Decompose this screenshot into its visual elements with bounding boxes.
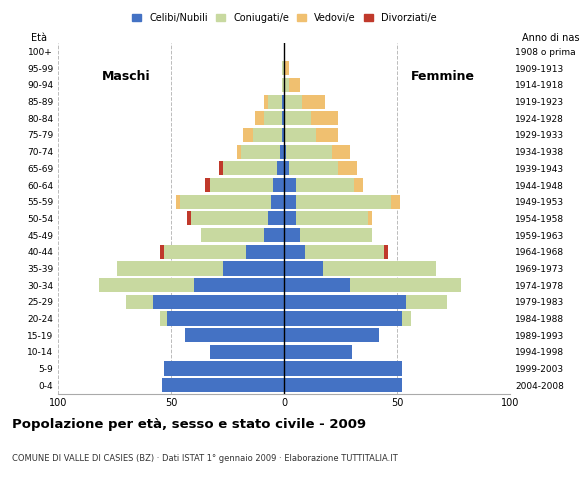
Bar [194, 278, 284, 292]
Bar [209, 345, 284, 359]
Bar [350, 278, 461, 292]
Bar [289, 78, 300, 92]
Bar [284, 128, 316, 142]
Bar [244, 128, 252, 142]
Bar [284, 278, 350, 292]
Bar [284, 228, 300, 242]
Bar [300, 228, 372, 242]
Bar [264, 228, 284, 242]
Bar [289, 161, 339, 175]
Bar [284, 61, 289, 75]
Bar [284, 111, 311, 125]
Bar [402, 312, 411, 325]
Bar [223, 161, 277, 175]
Bar [284, 95, 302, 108]
Bar [160, 312, 166, 325]
Bar [284, 295, 407, 309]
Bar [269, 95, 282, 108]
Bar [282, 61, 284, 75]
Text: COMUNE DI VALLE DI CASIES (BZ) · Dati ISTAT 1° gennaio 2009 · Elaborazione TUTTI: COMUNE DI VALLE DI CASIES (BZ) · Dati IS… [12, 454, 397, 463]
Bar [284, 345, 352, 359]
Bar [284, 262, 322, 276]
Bar [223, 262, 284, 276]
Bar [162, 378, 284, 392]
Bar [205, 178, 209, 192]
Bar [284, 378, 402, 392]
Bar [282, 128, 284, 142]
Bar [166, 312, 284, 325]
Bar [219, 161, 223, 175]
Bar [237, 144, 241, 159]
Bar [302, 95, 325, 108]
Bar [176, 194, 180, 209]
Bar [284, 144, 287, 159]
Bar [255, 111, 264, 125]
Bar [284, 178, 295, 192]
Legend: Celibi/Nubili, Coniugati/e, Vedovi/e, Divorziati/e: Celibi/Nubili, Coniugati/e, Vedovi/e, Di… [132, 13, 437, 23]
Bar [271, 194, 284, 209]
Bar [252, 128, 282, 142]
Bar [284, 211, 295, 226]
Bar [332, 144, 350, 159]
Bar [273, 178, 284, 192]
Bar [241, 144, 280, 159]
Bar [304, 245, 384, 259]
Bar [209, 178, 273, 192]
Bar [284, 361, 402, 376]
Bar [284, 245, 304, 259]
Bar [282, 78, 284, 92]
Bar [354, 178, 363, 192]
Bar [282, 95, 284, 108]
Bar [264, 111, 282, 125]
Bar [277, 161, 284, 175]
Text: Popolazione per età, sesso e stato civile - 2009: Popolazione per età, sesso e stato civil… [12, 418, 366, 431]
Bar [180, 194, 271, 209]
Bar [295, 178, 354, 192]
Bar [287, 144, 332, 159]
Text: Maschi: Maschi [102, 70, 150, 83]
Bar [284, 312, 402, 325]
Bar [384, 245, 388, 259]
Bar [164, 245, 246, 259]
Bar [339, 161, 357, 175]
Bar [126, 295, 153, 309]
Text: Età: Età [31, 33, 46, 43]
Bar [368, 211, 372, 226]
Bar [264, 95, 269, 108]
Bar [284, 194, 295, 209]
Bar [295, 211, 368, 226]
Bar [269, 211, 284, 226]
Bar [187, 211, 191, 226]
Bar [153, 295, 284, 309]
Bar [390, 194, 400, 209]
Bar [201, 228, 264, 242]
Bar [282, 111, 284, 125]
Bar [316, 128, 339, 142]
Bar [246, 245, 284, 259]
Bar [164, 361, 284, 376]
Bar [284, 161, 289, 175]
Bar [184, 328, 284, 342]
Bar [295, 194, 390, 209]
Bar [284, 78, 289, 92]
Bar [284, 328, 379, 342]
Bar [191, 211, 269, 226]
Bar [117, 262, 223, 276]
Bar [160, 245, 164, 259]
Text: Anno di nascita: Anno di nascita [521, 33, 580, 43]
Bar [99, 278, 194, 292]
Bar [322, 262, 436, 276]
Bar [280, 144, 284, 159]
Bar [407, 295, 447, 309]
Text: Femmine: Femmine [411, 70, 474, 83]
Bar [311, 111, 339, 125]
